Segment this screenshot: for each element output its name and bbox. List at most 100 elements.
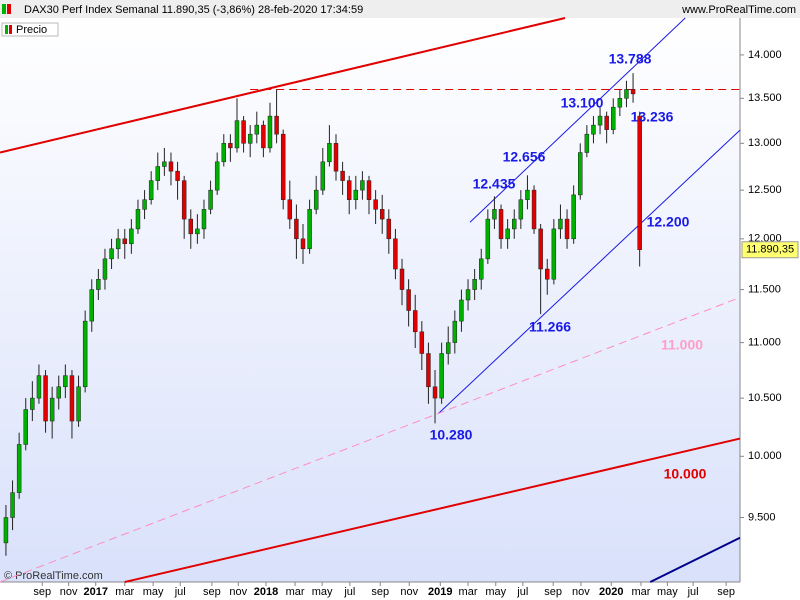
candle-body [393,238,398,270]
candle-body [96,279,101,290]
candle-body [63,375,68,388]
y-tick-label: 9.500 [748,511,776,523]
x-tick-label: mar [286,586,305,598]
x-tick-label: may [143,586,164,598]
candle-body [162,161,167,167]
candle-body [551,228,557,280]
y-tick-label: 11.500 [748,283,781,295]
candle-body [69,375,75,422]
candle-body [558,218,563,230]
candle-body [512,218,517,230]
candle-body [320,161,326,191]
legend-swatch [5,25,8,34]
trend-line [0,17,566,154]
y-tick-label: 13.500 [748,92,782,104]
candle-body [597,115,603,126]
x-tick-label: mar [115,586,134,598]
x-tick-label: mar [459,586,478,598]
legend-swatch [9,25,12,34]
candle-body [10,492,15,518]
candle-body [333,143,339,172]
x-tick-label: may [312,586,333,598]
candle-body [564,218,570,240]
trend-line [437,129,741,415]
annotation: 12.656 [503,149,546,165]
annotation: 13.100 [561,95,604,111]
x-tick-label: 2018 [254,586,278,598]
candle-body [155,166,161,181]
candle-body [129,228,134,245]
candle-body [505,228,510,240]
candle-body [135,209,141,230]
candle-body [360,180,365,191]
candle-body [465,289,471,301]
candle-body [115,238,121,250]
candle-body [485,218,491,260]
candle-body [109,248,114,260]
x-tick-label: 2019 [428,586,452,598]
icon [2,4,6,14]
candle-body [617,98,623,108]
candle-body [611,106,616,130]
candle-body [386,218,392,240]
x-tick-label: 2017 [83,586,107,598]
x-tick-label: jul [516,586,528,598]
candle-body [604,115,609,130]
trend-line [0,297,741,583]
candle-body [36,375,42,399]
annotation: 12.435 [473,176,516,192]
candle-body [571,194,576,240]
watermark: www.ProRealTime.com [681,4,796,16]
candle-body [214,161,220,191]
x-tick-label: sep [203,586,221,598]
candle-body [228,143,233,149]
candle-body [406,289,411,311]
candle-body [23,409,28,445]
candle-body [531,189,537,230]
candle-body [89,289,94,322]
candle-body [280,133,286,200]
candle-body [294,218,299,240]
x-tick-label: jul [174,586,186,598]
candle-body [221,143,227,163]
trend-line [469,17,686,223]
annotation: 11.266 [529,319,571,335]
candle-body [56,386,61,399]
candle-body [30,397,35,410]
candle-body [142,199,147,210]
y-tick-label: 13.000 [748,137,782,149]
candle-body [578,152,583,196]
candle-body [379,209,385,220]
y-tick-label: 10.000 [748,450,782,462]
candle-body [168,161,174,172]
y-tick-label: 12.500 [748,184,782,196]
legend-box [1,22,59,37]
candle-body [439,353,444,399]
trend-line [649,536,741,583]
annotation: 10.280 [430,427,473,443]
candle-body [3,517,9,544]
candle-body [340,170,345,181]
candle-body [472,279,477,290]
candle-body [307,209,312,250]
candle-body [630,89,636,95]
candle-body [492,209,497,220]
candle-body [16,444,22,493]
header-bar [0,0,800,18]
candle-body [122,238,127,245]
candle-body [287,199,293,220]
y-tick-label: 10.500 [748,392,782,404]
candle-body [181,180,187,220]
candle-body [624,89,629,99]
x-tick-label: nov [400,586,418,598]
candle-body [327,143,332,163]
candle-body [188,218,194,235]
x-tick-label: sep [544,586,562,598]
candle-body [584,133,590,153]
candle-body [274,115,279,135]
candle-body [366,180,372,200]
x-tick-label: sep [33,586,51,598]
candle-body [545,268,550,280]
candle-body [373,199,378,210]
